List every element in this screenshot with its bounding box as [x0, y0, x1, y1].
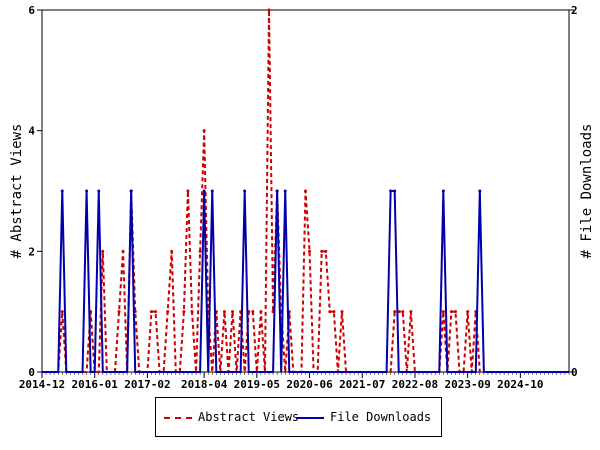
- data-point: [393, 189, 397, 193]
- data-point: [453, 310, 457, 314]
- legend-label-file-downloads: File Downloads: [330, 410, 432, 424]
- data-point: [283, 189, 287, 193]
- series-line-file-downloads: [42, 190, 569, 373]
- data-point: [340, 310, 344, 314]
- y-left-tick-label: 4: [28, 125, 35, 138]
- data-point: [154, 310, 158, 314]
- x-tick-label: 2019-05: [234, 378, 280, 391]
- y-axis-right-title: # File Downloads: [579, 124, 595, 259]
- y-left-tick-label: 2: [28, 245, 35, 258]
- x-tick-label: 2018-04: [181, 378, 228, 391]
- data-point: [60, 189, 64, 193]
- x-tick-label: 2020-06: [286, 378, 333, 391]
- y-axis-left-title: # Abstract Views: [9, 124, 25, 259]
- data-point: [320, 249, 324, 253]
- y-left-tick-label: 6: [28, 4, 35, 17]
- data-point: [478, 189, 482, 193]
- y-left-tick-label: 0: [28, 366, 35, 379]
- data-point: [210, 189, 214, 193]
- data-point: [259, 310, 263, 314]
- data-point: [409, 310, 413, 314]
- data-point: [85, 189, 89, 193]
- data-point: [121, 249, 125, 253]
- data-point: [166, 310, 170, 314]
- data-point: [202, 189, 206, 193]
- data-point: [231, 310, 235, 314]
- x-tick-label: 2014-12: [19, 378, 65, 391]
- data-point: [101, 249, 105, 253]
- data-point: [182, 310, 186, 314]
- data-point: [222, 310, 226, 314]
- x-tick-label: 2022-08: [392, 378, 438, 391]
- axes: 0 2 4 6 0 2 2014-12 2016-01 2017-02 2018-04 2019-0…: [19, 4, 578, 391]
- data-point: [129, 189, 133, 193]
- legend-swatch-file-downloads: [296, 416, 324, 419]
- x-tick-label: 2024-10: [497, 378, 543, 391]
- data-point: [449, 310, 453, 314]
- data-point: [202, 129, 206, 133]
- data-point: [198, 249, 202, 253]
- legend: Abstract Views File Downloads: [155, 397, 442, 437]
- data-point: [389, 189, 393, 193]
- data-point: [466, 310, 470, 314]
- data-point: [308, 249, 312, 253]
- x-tick-label: 2021-07: [339, 378, 385, 391]
- y-right-tick-label: 0: [571, 366, 578, 379]
- legend-item-file-downloads: File Downloads: [296, 410, 431, 424]
- data-point: [190, 310, 194, 314]
- data-point: [304, 189, 307, 193]
- data-point: [251, 310, 255, 314]
- data-point: [117, 310, 121, 314]
- data-point: [393, 310, 397, 314]
- data-point: [97, 189, 101, 193]
- legend-item-abstract-views: Abstract Views: [164, 410, 299, 424]
- x-tick-label: 2016-01: [72, 378, 119, 391]
- data-point: [275, 189, 279, 193]
- data-point: [401, 310, 405, 314]
- y-right-tick-label: 2: [571, 4, 578, 17]
- data-point: [328, 310, 332, 314]
- data-point: [170, 249, 174, 253]
- series-marks: [42, 8, 569, 373]
- data-point: [324, 249, 328, 253]
- data-point: [441, 310, 445, 314]
- data-point: [186, 189, 190, 193]
- x-tick-label: 2023-09: [444, 378, 490, 391]
- legend-label-abstract-views: Abstract Views: [198, 410, 300, 424]
- data-point: [149, 310, 153, 314]
- data-point: [332, 310, 336, 314]
- x-tick-label: 2017-02: [124, 378, 170, 391]
- data-point: [267, 8, 271, 12]
- data-point: [441, 189, 445, 193]
- data-point: [60, 310, 64, 314]
- data-point: [243, 189, 247, 193]
- legend-swatch-abstract-views: [164, 416, 192, 419]
